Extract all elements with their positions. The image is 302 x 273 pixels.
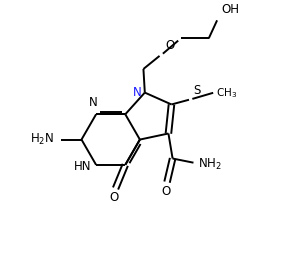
Text: H$_2$N: H$_2$N — [30, 132, 54, 147]
Text: NH$_2$: NH$_2$ — [198, 156, 221, 172]
Text: O: O — [161, 185, 170, 198]
Text: O: O — [110, 191, 119, 204]
Text: N: N — [88, 96, 97, 109]
Text: O: O — [166, 39, 175, 52]
Text: CH$_3$: CH$_3$ — [216, 86, 237, 100]
Text: S: S — [194, 84, 201, 97]
Text: N: N — [133, 85, 142, 99]
Text: OH: OH — [221, 3, 239, 16]
Text: HN: HN — [74, 160, 91, 173]
